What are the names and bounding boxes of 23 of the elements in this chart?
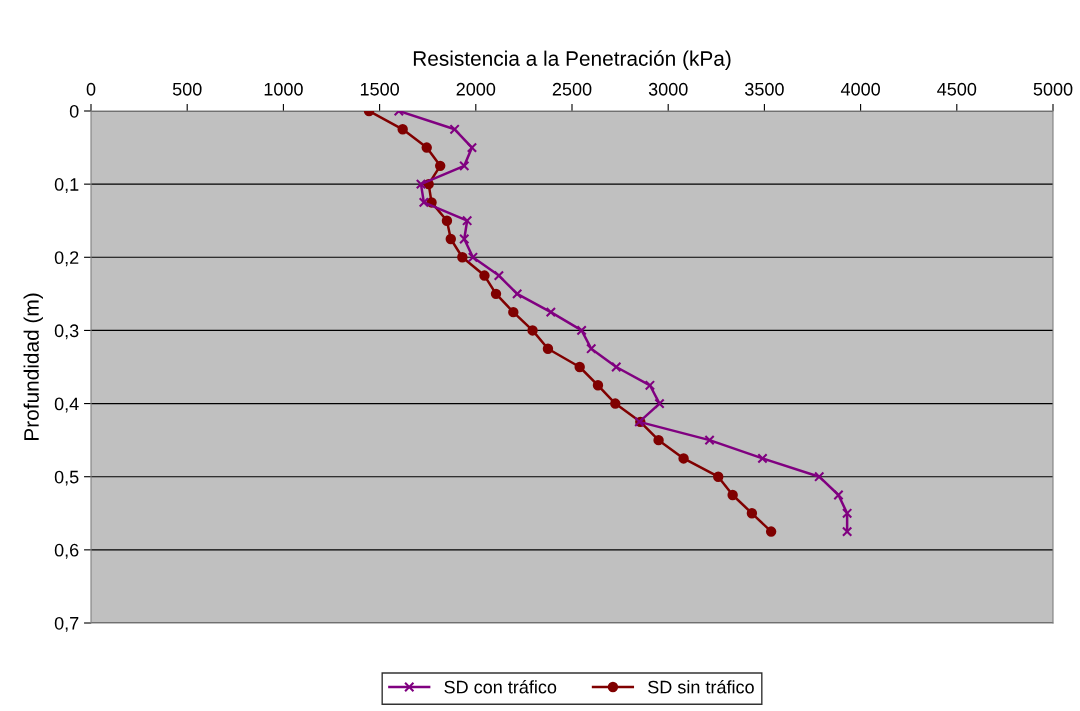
x-tick-label: 3000 [648,82,688,96]
y-tick-label: 0,1 [54,178,79,193]
x-tick-label: 3500 [745,82,784,96]
x-tick-label: 500 [172,82,202,96]
y-axis-title: Profundidad (m) [23,293,43,440]
y-tick-label: 0,2 [54,251,79,267]
y-tick-label: 0,4 [54,397,79,413]
x-tick-label: 0 [86,82,96,96]
x-tick-label: 1000 [264,82,303,96]
x-tick-label: 1500 [360,82,399,96]
y-tick-label: 0,7 [54,616,79,632]
y-tick-label: 0,5 [54,470,79,486]
y-tick-label: 0 [69,104,79,118]
x-tick-label: 5000 [1033,82,1073,96]
x-tick-label: 2000 [456,82,496,96]
y-tick-label: 0,6 [54,543,79,559]
x-axis-title: Resistencia a la Penetración (kPa) [413,50,731,71]
legend-label: SD sin tráfico [648,680,754,694]
legend-label: SD con tráfico [444,680,557,694]
x-tick-label: 4500 [937,82,977,96]
y-tick-label: 0,3 [54,324,79,340]
x-tick-label: 4000 [840,82,880,96]
x-tick-label: 2500 [552,82,592,96]
